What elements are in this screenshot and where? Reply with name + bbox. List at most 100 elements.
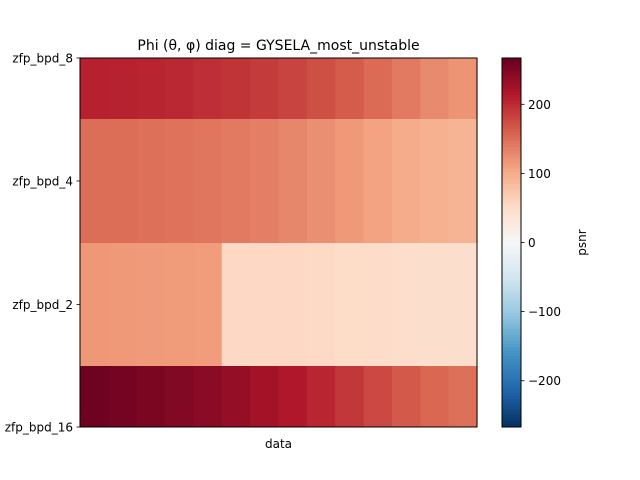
colorbar-segment — [502, 110, 521, 114]
colorbar-segment — [502, 85, 521, 90]
heatmap-cell — [306, 58, 336, 119]
colorbar-segment — [502, 331, 521, 336]
colorbar-segment — [502, 310, 521, 314]
colorbar-segment — [502, 181, 521, 185]
heatmap-cell — [193, 58, 223, 119]
colorbar-segment — [502, 101, 521, 105]
colorbar-segment — [502, 214, 521, 219]
colorbar-segment — [502, 190, 521, 194]
plot-frame — [79, 57, 478, 428]
colorbar-segment — [502, 150, 521, 154]
heatmap-cell — [250, 366, 280, 427]
colorbar-segment — [502, 300, 521, 305]
heatmap-cell — [335, 243, 365, 366]
colorbar-segment — [502, 64, 521, 68]
colorbar-segment — [502, 97, 521, 102]
colorbar-segment — [502, 128, 521, 133]
colorbar-segment — [502, 393, 521, 397]
colorbar-segment — [502, 116, 521, 121]
heatmap-cell — [420, 58, 450, 119]
colorbar-segment — [502, 251, 521, 256]
colorbar-segment — [502, 297, 521, 302]
colorbar-segment — [502, 350, 521, 354]
heatmap-cell — [221, 243, 251, 366]
colorbar-segment — [502, 347, 521, 351]
heatmap-cell — [448, 243, 478, 366]
colorbar-segment — [502, 82, 521, 87]
y-tick-label: zfp_bpd_8 — [12, 52, 73, 66]
colorbar-segment — [502, 159, 521, 164]
colorbar-segment — [502, 273, 521, 277]
heatmap-cell — [306, 366, 336, 427]
colorbar-segment — [502, 137, 521, 142]
heatmap-cell — [420, 366, 450, 427]
colorbar-segment — [502, 67, 521, 71]
colorbar-segment — [502, 387, 521, 391]
colorbar-segment — [502, 270, 521, 274]
colorbar-segment — [502, 245, 521, 250]
colorbar-segment — [502, 411, 521, 416]
heatmap-cell — [165, 366, 195, 427]
colorbar-tick-label: 0 — [528, 236, 536, 250]
colorbar-segment — [502, 156, 521, 160]
colorbar-segment — [502, 107, 521, 111]
colorbar-segment — [502, 380, 521, 385]
colorbar-segment — [502, 356, 521, 360]
colorbar-segment — [502, 276, 521, 280]
heatmap-cell — [278, 119, 308, 243]
colorbar-segment — [502, 94, 521, 99]
colorbar-segment — [502, 202, 521, 207]
heatmap-cell — [448, 58, 478, 119]
colorbar-segment — [502, 199, 521, 204]
colorbar-segment — [502, 402, 521, 406]
colorbar-segment — [502, 285, 521, 290]
heatmap-cell — [363, 366, 393, 427]
chart-title: Phi (θ, φ) diag = GYSELA_most_unstable — [137, 38, 419, 54]
heatmap-cells — [80, 58, 478, 427]
heatmap-cell — [108, 119, 138, 243]
colorbar-segment — [502, 122, 521, 127]
colorbar-segment — [502, 220, 521, 225]
heatmap-cell — [278, 366, 308, 427]
colorbar-segment — [502, 399, 521, 403]
x-axis-label: data — [265, 437, 292, 451]
colorbar-segment — [502, 113, 521, 117]
y-tick-label: zfp_bpd_2 — [12, 298, 73, 312]
colorbar-segment — [502, 414, 521, 419]
heatmap-cell — [193, 119, 223, 243]
colorbar-segment — [502, 196, 521, 200]
heatmap-cell — [306, 119, 336, 243]
heatmap-cell — [363, 243, 393, 366]
colorbar-segment — [502, 88, 521, 93]
colorbar-segment — [502, 104, 521, 108]
colorbar-segment — [502, 313, 521, 317]
heatmap-cell — [250, 119, 280, 243]
heatmap-cell — [108, 58, 138, 119]
colorbar-segment — [502, 76, 521, 81]
colorbar-segment — [502, 211, 521, 216]
colorbar-segment — [502, 307, 521, 311]
colorbar-segment — [502, 365, 521, 370]
heatmap-cell — [448, 119, 478, 243]
colorbar-tick-label: −100 — [528, 305, 561, 319]
colorbar-segment — [502, 141, 521, 145]
heatmap-cell — [335, 119, 365, 243]
colorbar-segment — [502, 420, 521, 425]
colorbar-segment — [502, 343, 521, 348]
colorbar-tick-label: 100 — [528, 167, 551, 181]
colorbar-segment — [502, 383, 521, 388]
colorbar-segment — [502, 353, 521, 357]
colorbar-segment — [502, 162, 521, 167]
colorbar-segment — [502, 144, 521, 148]
heatmap-cell — [193, 366, 223, 427]
heatmap-cell — [80, 366, 109, 427]
colorbar-segment — [502, 282, 521, 287]
colorbar-segment — [502, 248, 521, 253]
colorbar-segment — [502, 230, 521, 234]
colorbar-ticks: −200 −100 0 100 200 — [521, 98, 561, 388]
colorbar-segment — [502, 288, 521, 293]
heatmap-cell — [335, 58, 365, 119]
colorbar-segment — [502, 408, 521, 413]
heatmap-cell — [250, 58, 280, 119]
colorbar — [502, 58, 521, 428]
